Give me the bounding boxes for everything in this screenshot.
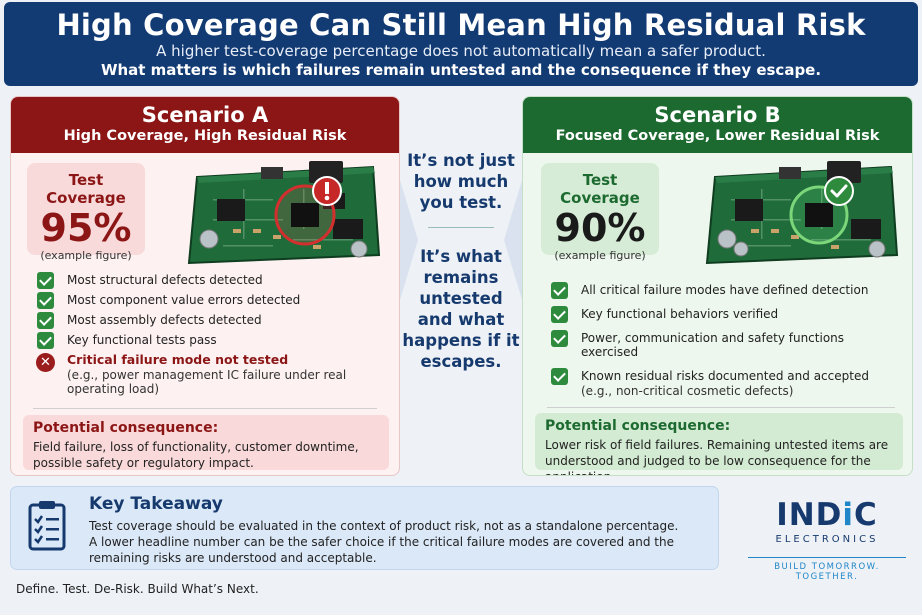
header-subtitle-line2: What matters is which failures remain un…: [100, 61, 822, 79]
center-message: It’s not just how much you test. It’s wh…: [402, 150, 520, 372]
scenario-b-coverage-value: 90%: [554, 206, 646, 250]
key-takeaway-box: Key Takeaway Test coverage should be eva…: [10, 486, 719, 570]
center-message-bottom: It’s what remains untested and what happ…: [402, 247, 520, 371]
takeaway-line1: Test coverage should be evaluated in the…: [89, 519, 679, 533]
critical-item-detail: (e.g., power management IC failure under…: [67, 368, 347, 396]
company-logo: INDiC ELECTRONICS BUILD TOMORROW. TOGETH…: [742, 494, 912, 582]
scenario-a-coverage-label: Test Coverage: [46, 171, 126, 207]
check-icon: [37, 272, 54, 289]
scenario-a-card: Scenario A High Coverage, High Residual …: [10, 96, 400, 476]
divider: [33, 408, 377, 409]
divider: [547, 407, 895, 408]
scenario-b-subtitle: Focused Coverage, Lower Residual Risk: [555, 128, 880, 144]
circuit-board-check-illustration: [705, 161, 899, 265]
scenario-a-coverage-value: 95%: [40, 206, 132, 250]
header-subtitle-line1: A higher test-coverage percentage does n…: [156, 42, 766, 60]
takeaway-line2: A lower headline number can be the safer…: [89, 535, 674, 565]
clipboard-checklist-icon: [28, 501, 66, 551]
check-icon: [37, 292, 54, 309]
scenario-a-coverage-box: Test Coverage 95% (example figure): [27, 163, 145, 262]
scenario-b-coverage-label: Test Coverage: [560, 171, 640, 207]
check-icon: [551, 368, 568, 385]
scenario-b-coverage-note: (example figure): [554, 249, 646, 262]
chevron-right-shape: [400, 180, 418, 300]
critical-list-item: ✕ Critical failure mode not tested (e.g.…: [35, 353, 385, 396]
logo-tagline: BUILD TOMORROW. TOGETHER.: [748, 557, 906, 582]
scenario-b-consequence-box: Potential consequence: Lower risk of fie…: [535, 413, 903, 475]
logo-name: INDiC: [776, 497, 878, 533]
list-item: Key functional tests pass: [35, 332, 385, 349]
scenario-b-card: Scenario B Focused Coverage, Lower Resid…: [522, 96, 913, 476]
scenario-a-checklist: Most structural defects detected Most co…: [35, 272, 385, 402]
scenario-a-coverage-note: (example figure): [40, 249, 132, 262]
center-message-top: It’s not just how much you test.: [407, 151, 515, 212]
list-item: Known residual risks documented and acce…: [549, 368, 899, 398]
list-item: Most assembly defects detected: [35, 312, 385, 329]
scenario-a-subtitle: High Coverage, High Residual Risk: [63, 128, 347, 144]
scenario-a-title: Scenario A: [141, 103, 269, 127]
scenario-b-consequence-text: Lower risk of field failures. Remaining …: [545, 438, 889, 475]
check-icon: [551, 282, 568, 299]
divider: [428, 227, 494, 228]
scenario-a-consequence-box: Potential consequence: Field failure, lo…: [23, 415, 389, 470]
check-icon: [551, 306, 568, 323]
page-title: High Coverage Can Still Mean High Residu…: [56, 8, 866, 42]
scenario-b-consequence-title: Potential consequence:: [545, 418, 731, 434]
takeaway-title: Key Takeaway: [89, 494, 223, 514]
list-item: Key functional behaviors verified: [549, 306, 899, 323]
scenario-a-consequence-text: Field failure, loss of functionality, cu…: [33, 440, 359, 470]
footer-slogan: Define. Test. De-Risk. Build What’s Next…: [16, 582, 259, 596]
check-icon: [37, 332, 54, 349]
scenario-a-consequence-title: Potential consequence:: [33, 420, 219, 436]
list-item: Power, communication and safety function…: [549, 330, 899, 359]
list-item: All critical failure modes have defined …: [549, 282, 899, 299]
scenario-b-coverage-box: Test Coverage 90% (example figure): [541, 163, 659, 262]
scenario-b-header: Scenario B Focused Coverage, Lower Resid…: [523, 97, 912, 153]
logo-subtitle: ELECTRONICS: [775, 534, 879, 545]
scenario-b-title: Scenario B: [654, 103, 781, 127]
circuit-board-warning-illustration: [187, 161, 381, 265]
critical-item-title: Critical failure mode not tested: [67, 352, 289, 367]
x-circle-icon: ✕: [36, 353, 55, 372]
check-icon: [551, 330, 568, 347]
scenario-a-header: Scenario A High Coverage, High Residual …: [11, 97, 399, 153]
list-item: Most structural defects detected: [35, 272, 385, 289]
scenario-b-checklist: All critical failure modes have defined …: [549, 282, 899, 408]
list-item-detail: (e.g., non-critical cosmetic defects): [581, 384, 794, 398]
list-item: Most component value errors detected: [35, 292, 385, 309]
check-icon: [37, 312, 54, 329]
takeaway-body: Test coverage should be evaluated in the…: [89, 518, 709, 566]
chevron-left-shape: [504, 180, 522, 300]
header-banner: High Coverage Can Still Mean High Residu…: [4, 2, 918, 86]
